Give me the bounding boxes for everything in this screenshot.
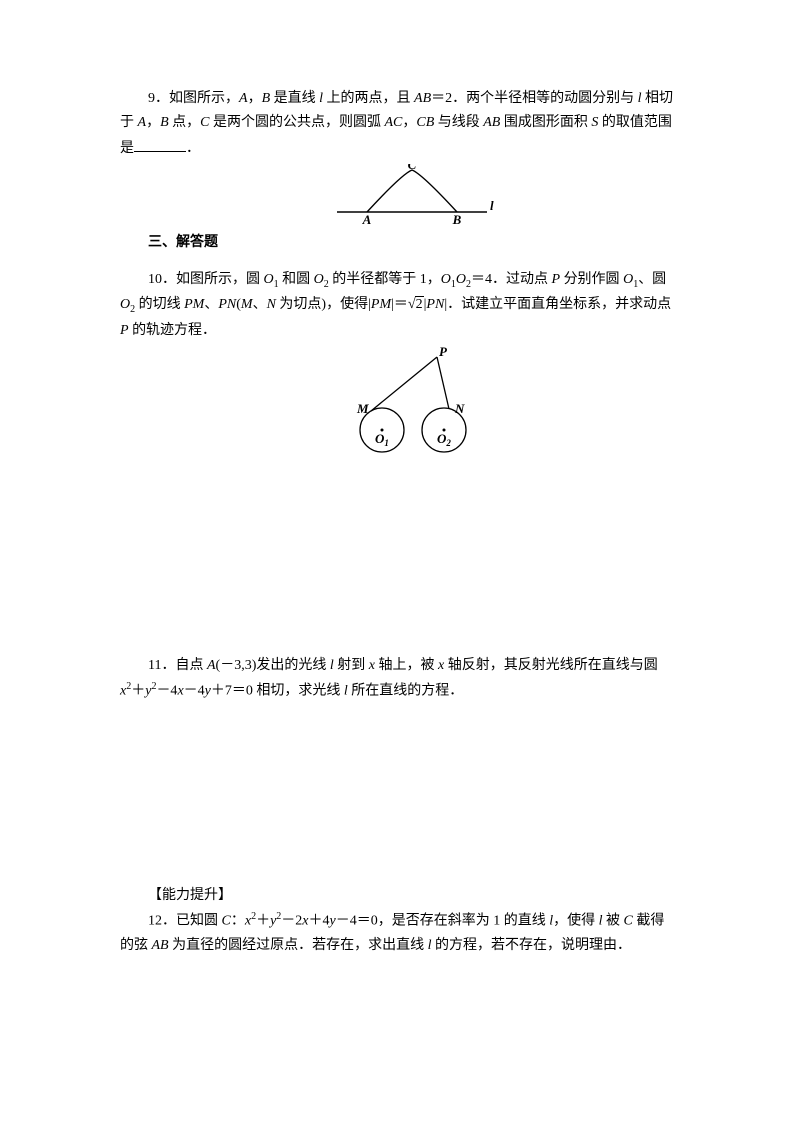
fig2-m: M	[356, 401, 369, 416]
svg-text:O1: O1	[375, 431, 389, 448]
gap-2	[120, 705, 704, 885]
q10-s1a: 1	[274, 278, 279, 289]
fig1-label-a: A	[362, 212, 372, 224]
q9-line2: 于 A，B 点，C 是两个圆的公共点，则圆弧 AC，CB 与线段 AB 围成图形…	[120, 112, 704, 134]
fig2-p: P	[439, 347, 448, 359]
q11-line1: 11．自点 A(－3,3)发出的光线 l 射到 x 轴上，被 x 轴反射，其反射…	[120, 655, 704, 677]
q10-o1c: O	[623, 272, 633, 287]
sqrt-icon: 2	[408, 294, 424, 316]
q10-o1b: O	[441, 272, 451, 287]
q9-suffix: ．	[186, 141, 200, 156]
q9-line3: 是．	[120, 137, 704, 160]
q9-prefix: 是	[120, 141, 134, 156]
q10-o2c: O	[120, 297, 130, 312]
gap-1	[120, 465, 704, 655]
ability-heading: 【能力提升】	[120, 885, 704, 907]
section-3-heading: 三、解答题	[120, 232, 704, 254]
fig2-n: N	[454, 401, 465, 416]
q10-s2c: 2	[130, 304, 135, 315]
q10-line3: P 的轨迹方程．	[120, 320, 704, 342]
q9-line1: 9．如图所示，A，B 是直线 l 上的两点，且 AB＝2．两个半径相等的动圆分别…	[120, 88, 704, 110]
fig1-label-l: l	[490, 198, 494, 213]
q10-line1: 10．如图所示，圆 O1 和圆 O2 的半径都等于 1，O1O2＝4．过动点 P…	[120, 269, 704, 293]
fig1-label-b: B	[452, 212, 462, 224]
fig1-label-c: C	[408, 164, 417, 172]
q10-o1a: O	[264, 272, 274, 287]
svg-text:O2: O2	[437, 431, 451, 448]
q12-line1: 12．已知圆 C：x2＋y2－2x＋4y－4＝0，是否存在斜率为 1 的直线 l…	[120, 909, 704, 933]
document-page: 9．如图所示，A，B 是直线 l 上的两点，且 AB＝2．两个半径相等的动圆分别…	[0, 0, 800, 1000]
q10-line2: O2 的切线 PM、PN(M、N 为切点)，使得|PM|＝2|PN|．试建立平面…	[120, 294, 704, 318]
q12-line2: 的弦 AB 为直径的圆经过原点．若存在，求出直线 l 的方程，若不存在，说明理由…	[120, 935, 704, 957]
q10-s1c: 1	[633, 278, 638, 289]
q10-sqrt: 2	[415, 296, 424, 312]
figure-q10: P M N O1 O2	[327, 347, 497, 457]
q10-s2a: 2	[324, 278, 329, 289]
q10-s2b: 2	[466, 278, 471, 289]
q9-blank	[134, 137, 186, 152]
fig2-o1s: 1	[384, 438, 389, 448]
q11-line2: x2＋y2－4x－4y＋7＝0 相切，求光线 l 所在直线的方程．	[120, 679, 704, 703]
fig2-o2s: 2	[445, 438, 451, 448]
q10-o2b: O	[456, 272, 466, 287]
q10-o2a: O	[314, 272, 324, 287]
figure-q9: C A B l	[327, 164, 497, 224]
